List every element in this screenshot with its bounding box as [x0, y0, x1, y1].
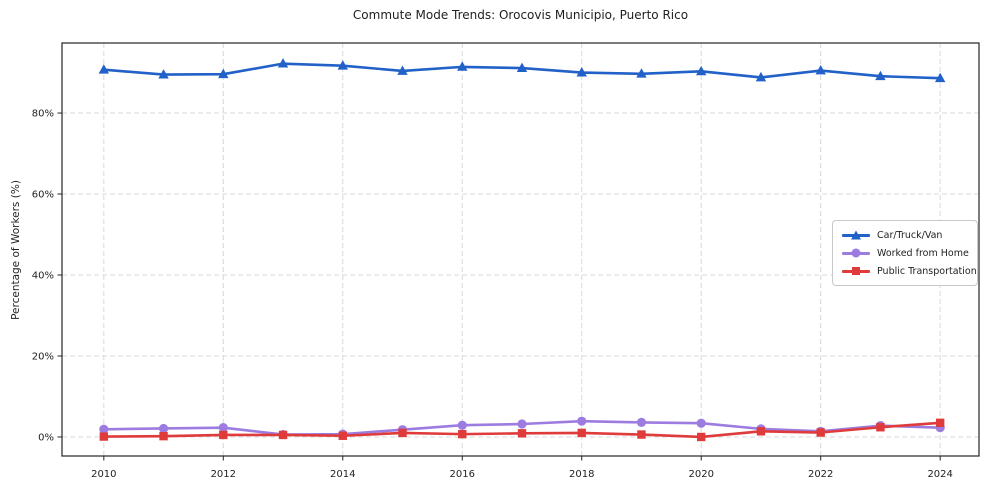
legend-item: Public Transportation: [842, 264, 977, 278]
series-marker-circle: [457, 420, 467, 430]
series-marker-circle: [158, 423, 169, 434]
plot-border: [61, 42, 980, 457]
legend: Car/Truck/Van Worked from Home Public Tran…: [832, 220, 978, 286]
series-marker-triangle: [576, 67, 587, 77]
series-marker-square: [458, 429, 467, 439]
series-marker-triangle: [636, 68, 647, 78]
series-marker-circle: [696, 418, 706, 428]
x-tick-label: 2024: [927, 469, 952, 480]
series-marker-square: [278, 430, 288, 440]
series-marker-circle: [517, 419, 527, 429]
series-marker-square: [756, 427, 766, 436]
circle-marker-icon: [851, 248, 861, 258]
legend-item: Car/Truck/Van: [842, 228, 971, 242]
triangle-marker-icon: [851, 230, 861, 240]
y-tick-label: 80%: [32, 109, 54, 120]
series-marker-square: [159, 431, 168, 441]
series-marker-square: [99, 432, 109, 441]
series-marker-circle: [218, 423, 228, 433]
x-tick-label: 2012: [211, 469, 236, 480]
legend-sample-line: [842, 247, 870, 259]
legend-label: Worked from Home: [877, 247, 969, 259]
series-marker-square: [637, 430, 646, 439]
square-marker-icon: [852, 267, 860, 275]
series-marker-triangle: [696, 65, 707, 76]
series-marker-circle: [636, 417, 647, 427]
chart-title: Commute Mode Trends: Orocovis Municipio,…: [352, 8, 689, 22]
series-marker-triangle: [397, 65, 408, 75]
series-marker-square: [398, 428, 407, 438]
series-marker-triangle: [277, 58, 289, 68]
series-marker-square: [935, 418, 945, 427]
series-marker-square: [577, 428, 586, 438]
series-marker-triangle: [218, 68, 229, 79]
series-marker-triangle: [516, 62, 528, 73]
y-tick-label: 40%: [32, 271, 54, 282]
legend-label: Public Transportation: [877, 265, 977, 277]
series-marker-triangle: [755, 71, 767, 82]
series-marker-circle: [99, 424, 109, 434]
series-marker-triangle: [98, 64, 110, 74]
series-marker-triangle: [934, 72, 946, 83]
series-marker-triangle: [815, 65, 826, 75]
y-tick-label: 60%: [32, 190, 54, 201]
series-marker-triangle: [337, 60, 348, 70]
series-marker-circle: [577, 416, 587, 426]
legend-sample-line: [842, 229, 870, 241]
x-tick-label: 2014: [330, 469, 355, 480]
series-marker-square: [697, 432, 706, 442]
legend-item: Worked from Home: [842, 246, 971, 260]
series-marker-square: [517, 429, 527, 438]
x-tick-label: 2010: [91, 469, 116, 480]
x-tick-label: 2020: [688, 469, 713, 480]
legend-sample-line: [842, 265, 870, 277]
series-marker-square: [816, 428, 825, 437]
series-marker-square: [338, 431, 347, 440]
series-marker-square: [876, 423, 885, 432]
x-tick-label: 2016: [450, 469, 475, 480]
legend-label: Car/Truck/Van: [877, 229, 943, 241]
y-tick-label: 0%: [38, 432, 54, 443]
x-tick-label: 2022: [808, 469, 833, 480]
series-marker-triangle: [875, 70, 886, 81]
y-tick-label: 20%: [32, 351, 54, 362]
series-marker-triangle: [158, 69, 169, 79]
series-marker-triangle: [457, 61, 468, 71]
x-tick-label: 2018: [569, 469, 594, 480]
series-marker-square: [219, 430, 228, 440]
